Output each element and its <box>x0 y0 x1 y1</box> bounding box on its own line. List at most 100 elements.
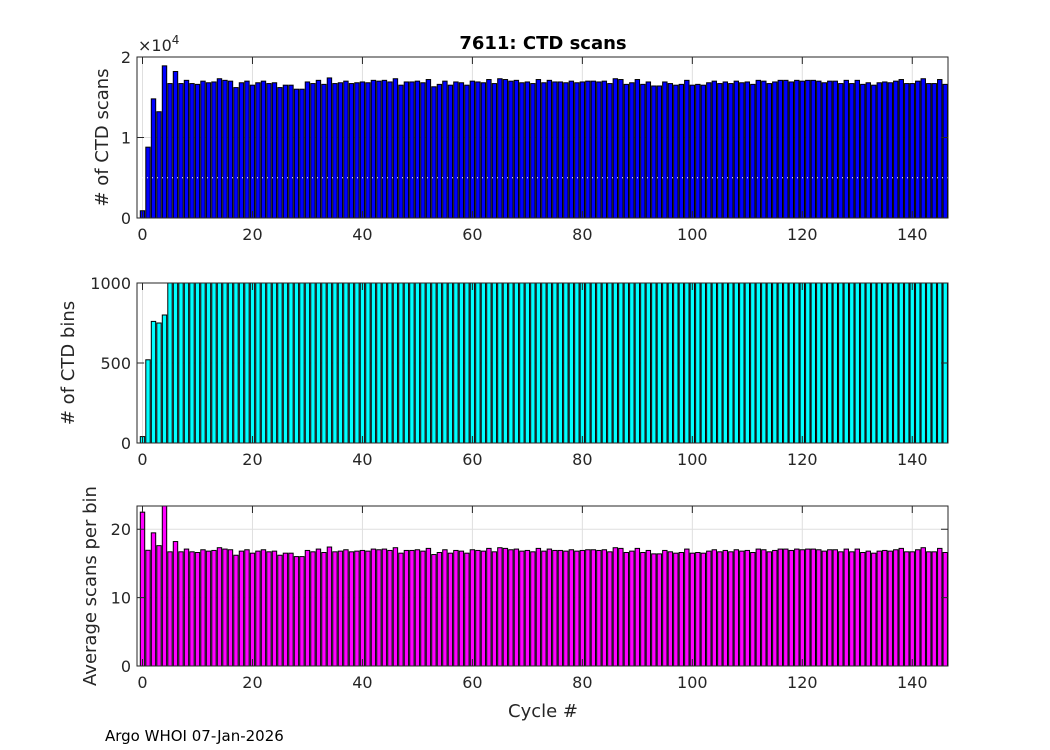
bar-avg <box>233 554 239 667</box>
bar-bins <box>156 322 162 444</box>
x-axis-label: Cycle # <box>508 701 578 722</box>
bar-scans <box>640 83 646 219</box>
bar-bins <box>612 282 619 444</box>
bar-scans <box>315 79 322 219</box>
bar-avg <box>744 549 751 667</box>
x-tick-label: 80 <box>572 225 592 244</box>
bar-scans <box>838 83 844 219</box>
bar-scans <box>227 80 234 219</box>
bar-avg <box>546 548 553 667</box>
bar-scans <box>238 82 245 219</box>
bar-bins <box>645 282 652 444</box>
bar-bins <box>821 282 827 444</box>
bar-avg <box>398 552 404 667</box>
bar-bins <box>849 282 855 444</box>
bar-scans <box>882 81 888 219</box>
bar-bins <box>343 282 349 444</box>
bar-scans <box>288 84 294 219</box>
bar-scans <box>178 83 184 219</box>
bar-bins <box>733 282 740 444</box>
bar-avg <box>700 552 707 667</box>
bar-bins <box>871 282 877 444</box>
bar-avg <box>288 552 294 667</box>
bar-scans <box>750 83 756 219</box>
bar-scans <box>695 83 701 219</box>
bar-avg <box>436 551 443 667</box>
bar-scans <box>915 80 921 219</box>
bar-bins <box>794 282 800 444</box>
bar-scans <box>579 81 586 219</box>
bar-bins <box>755 282 762 444</box>
bar-bins <box>464 282 470 444</box>
bar-bins <box>557 282 564 444</box>
bar-scans <box>739 82 745 219</box>
bar-avg <box>882 549 888 667</box>
bar-scans <box>145 146 151 219</box>
bar-bins <box>728 282 734 444</box>
bar-avg <box>667 551 674 667</box>
x-tick-label: 20 <box>242 450 262 469</box>
bar-scans <box>766 83 773 219</box>
bar-scans <box>475 81 481 219</box>
bar-bins <box>172 282 179 444</box>
bar-bins <box>876 282 882 444</box>
bar-scans <box>728 83 734 219</box>
bar-bins <box>920 282 926 444</box>
bar-scans <box>222 79 228 219</box>
bar-avg <box>321 551 327 667</box>
bar-avg <box>849 551 855 667</box>
bar-bins <box>931 282 937 444</box>
bar-avg <box>783 548 789 667</box>
bar-avg <box>370 548 377 667</box>
bar-bins <box>260 282 267 444</box>
bar-scans <box>172 70 179 219</box>
bar-avg <box>491 551 498 667</box>
bar-scans <box>343 80 349 219</box>
bar-bins <box>640 282 646 444</box>
bar-scans <box>458 82 465 219</box>
bar-scans <box>744 81 751 219</box>
bar-bins <box>216 282 223 444</box>
bar-scans <box>447 84 454 219</box>
bar-scans <box>381 79 388 219</box>
bar-scans <box>904 83 910 219</box>
bar-bins <box>656 282 663 444</box>
bar-bins <box>491 282 498 444</box>
bar-avg <box>222 548 228 667</box>
bar-avg <box>172 541 179 667</box>
bar-avg <box>304 549 311 667</box>
x-tick-label: 120 <box>787 450 818 469</box>
y-tick-label: 0 <box>121 657 131 676</box>
bar-bins <box>898 282 904 444</box>
bar-bins <box>508 282 514 444</box>
bar-avg <box>557 549 564 667</box>
bar-scans <box>244 80 250 219</box>
x-tick-label: 60 <box>462 450 482 469</box>
axes-box <box>136 505 949 667</box>
bar-scans <box>755 79 762 219</box>
x-tick-label: 0 <box>137 225 147 244</box>
bar-avg <box>766 551 773 667</box>
bar-avg <box>838 551 844 667</box>
y-tick-label: 0 <box>121 209 131 228</box>
bar-bins <box>497 282 503 444</box>
bar-avg <box>772 549 778 667</box>
bar-bins <box>601 282 608 444</box>
bar-avg <box>717 551 723 667</box>
bar-avg <box>475 549 481 667</box>
bar-bins <box>486 282 492 444</box>
x-tick-label: 140 <box>897 225 928 244</box>
bar-bins <box>145 359 151 444</box>
panel-scans: 0 20 40 60 80 100 120 140 0 1 2 # of CTD scans ×104 <box>92 33 949 244</box>
bar-bins <box>689 282 696 444</box>
bar-scans <box>601 80 608 219</box>
bar-scans <box>920 78 926 219</box>
bar-avg <box>337 550 344 667</box>
bar-avg <box>810 548 816 667</box>
bar-scans <box>183 79 190 219</box>
bar-bins <box>706 282 712 444</box>
bar-scans <box>205 82 212 219</box>
bar-avg <box>139 511 146 667</box>
bar-scans <box>893 80 899 219</box>
bar-scans <box>618 79 624 219</box>
